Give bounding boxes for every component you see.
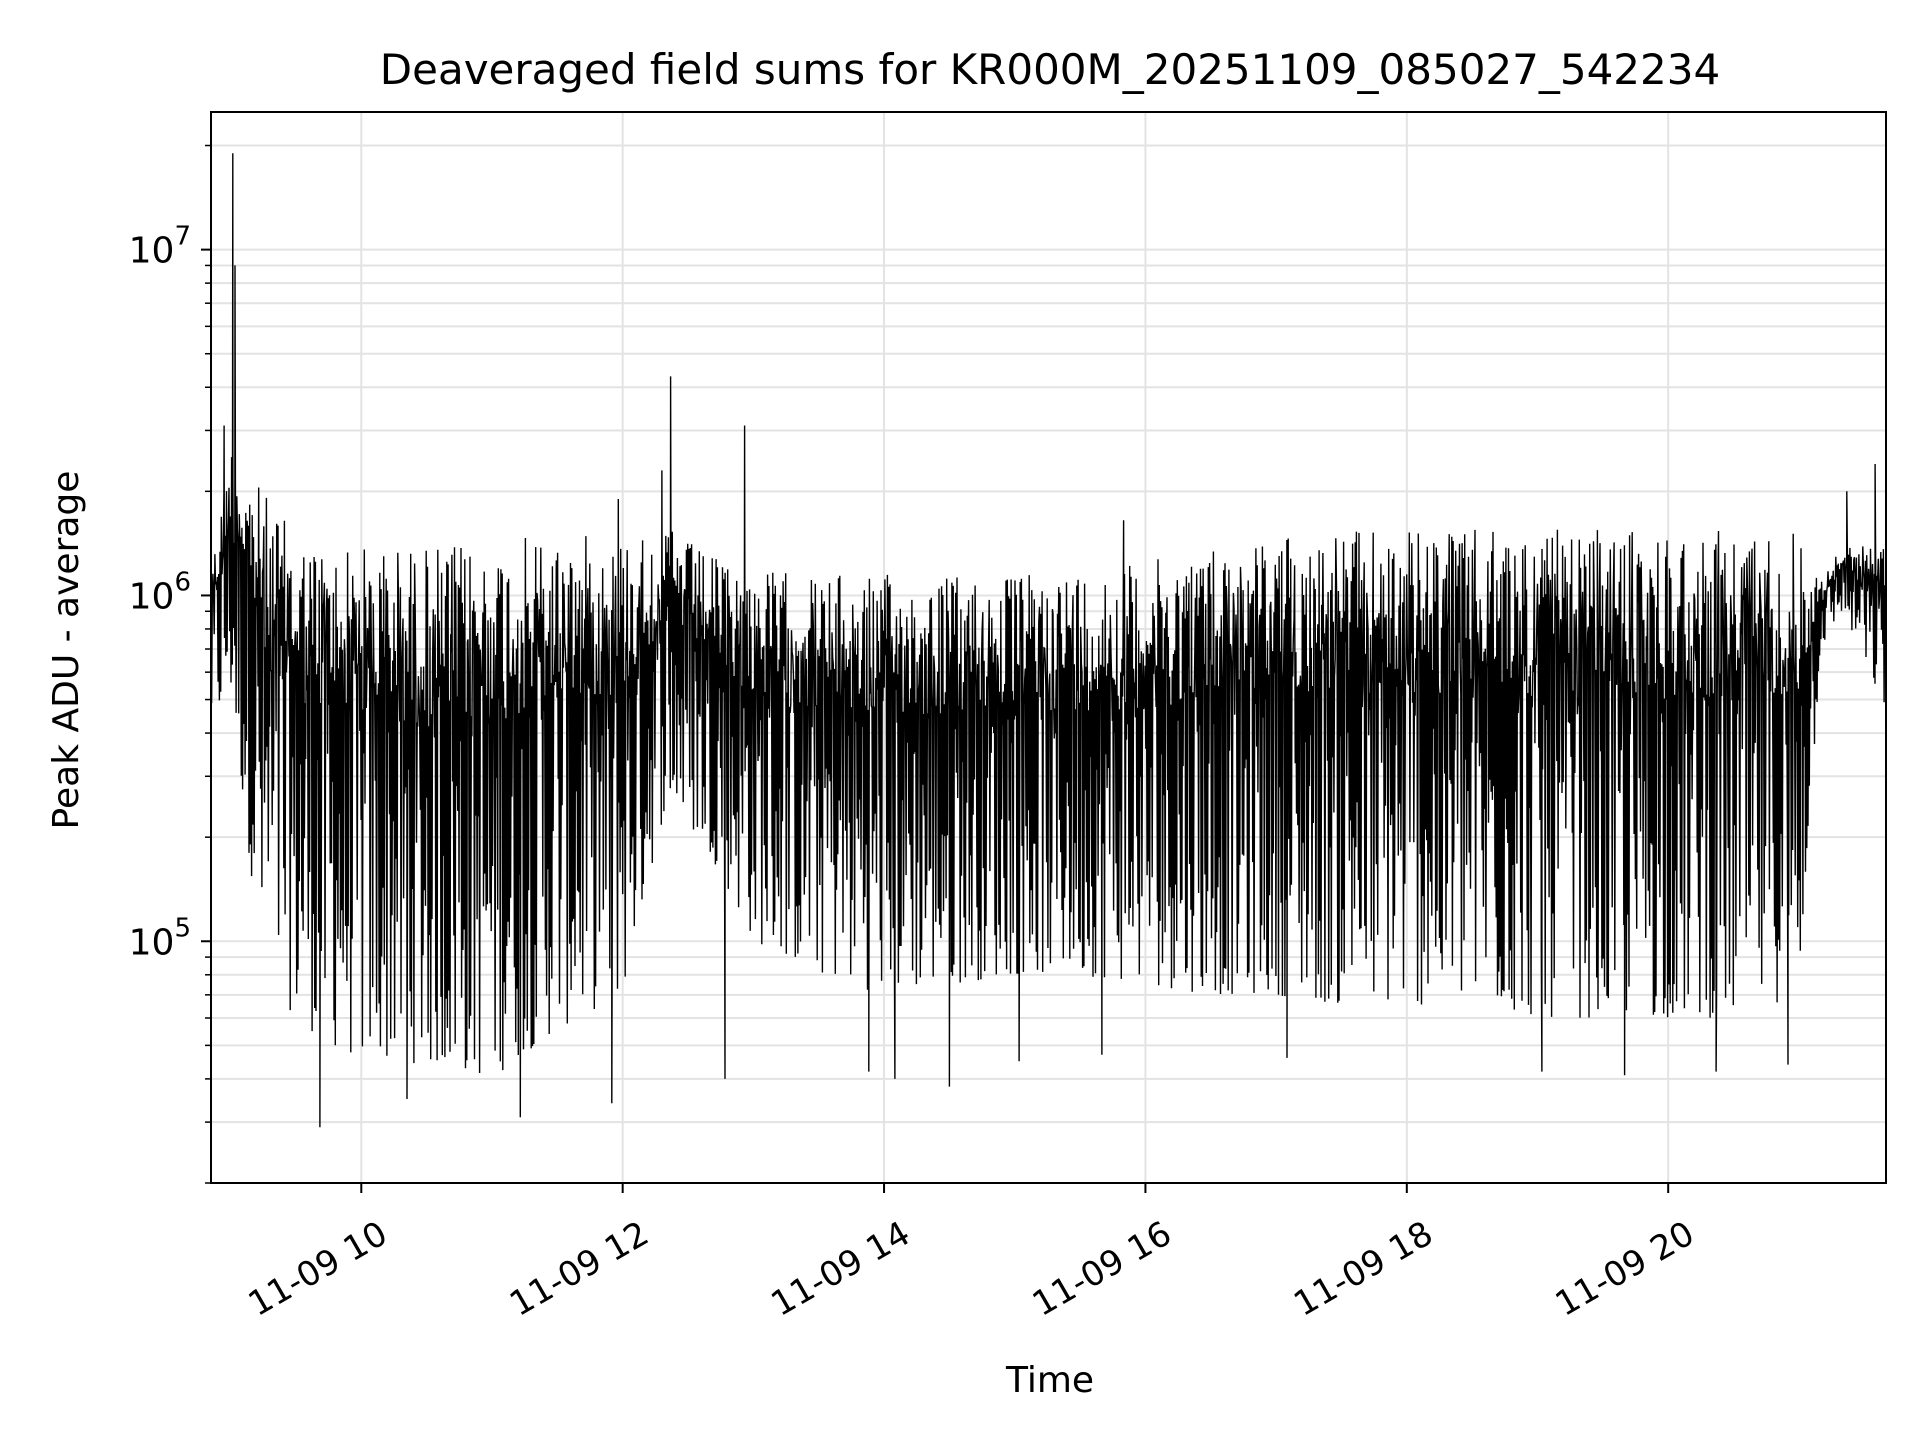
plot-frame	[210, 111, 1887, 1184]
series-path	[210, 153, 1887, 1128]
x-tick-label: 11-09 16	[1026, 1214, 1178, 1325]
y-tick-label: 106	[129, 567, 191, 617]
x-axis: 11-09 10 11-09 12 11-09 14 11-09 16 11-09 18…	[242, 1183, 1701, 1325]
y-tick-label: 107	[129, 222, 191, 272]
x-tick-label: 11-09 10	[242, 1214, 394, 1325]
series-line	[210, 153, 1887, 1128]
x-tick-label: 11-09 12	[503, 1214, 655, 1325]
x-axis-label: Time	[1005, 1360, 1094, 1401]
x-tick-label: 11-09 18	[1287, 1214, 1439, 1325]
x-tick-label: 11-09 20	[1549, 1214, 1701, 1325]
y-tick-label: 105	[129, 913, 191, 963]
chart-title: Deaveraged field sums for KR000M_2025110…	[380, 45, 1720, 94]
y-axis-label: Peak ADU - average	[46, 471, 87, 830]
x-tick-label: 11-09 14	[765, 1214, 917, 1325]
y-axis: 105 106 107	[129, 144, 211, 1184]
